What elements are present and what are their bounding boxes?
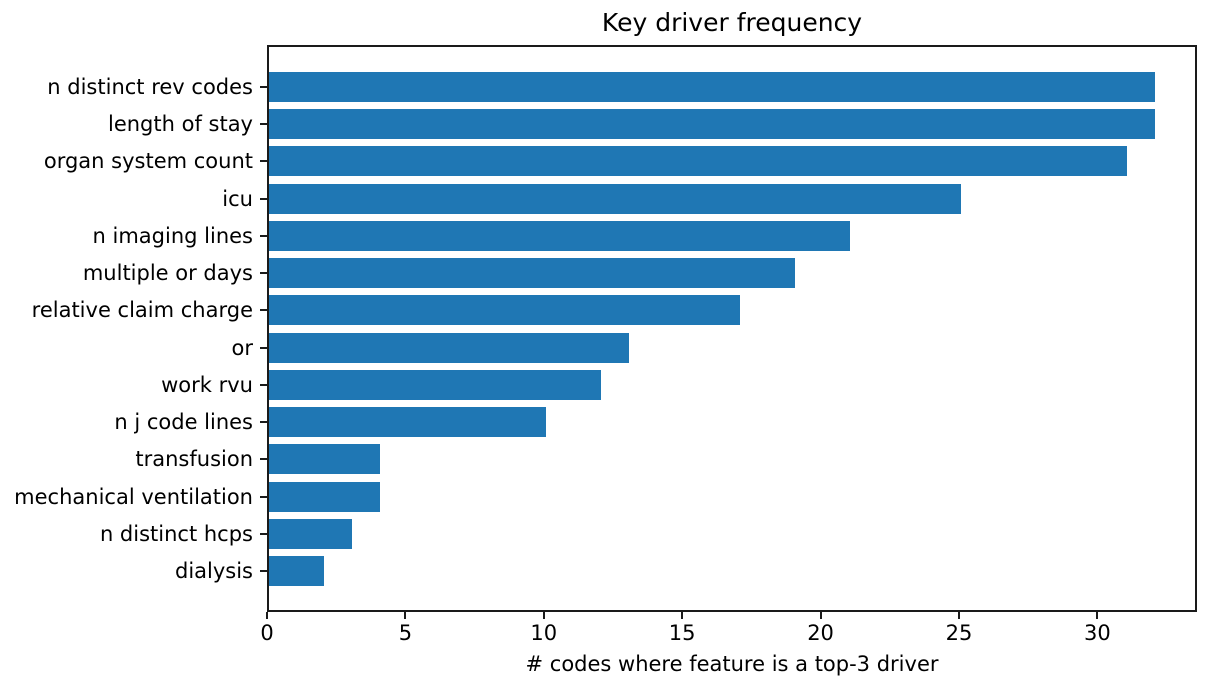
y-tick-mark xyxy=(260,197,267,200)
x-tick-mark xyxy=(404,612,407,619)
chart-title: Key driver frequency xyxy=(601,8,863,37)
y-tick-mark xyxy=(260,569,267,572)
bar xyxy=(269,407,546,438)
bar xyxy=(269,295,740,326)
x-tick-mark xyxy=(819,612,822,619)
y-category-label: organ system count xyxy=(43,149,253,174)
y-category-label: n j code lines xyxy=(114,410,253,435)
bar xyxy=(269,220,851,251)
bar xyxy=(269,518,353,549)
y-category-label: n distinct rev codes xyxy=(47,75,253,99)
x-axis-label: # codes where feature is a top-3 driver xyxy=(525,652,939,676)
y-category-label: work rvu xyxy=(161,372,253,397)
y-tick-mark xyxy=(260,272,267,275)
y-tick-mark xyxy=(260,532,267,535)
y-tick-mark xyxy=(260,123,267,126)
y-tick-mark xyxy=(260,495,267,498)
y-category-label: mechanical ventilation xyxy=(14,484,253,509)
y-category-label: relative claim charge xyxy=(31,298,253,323)
y-category-label: icu xyxy=(222,186,253,211)
y-category-label: dialysis xyxy=(174,558,253,583)
x-tick-label: 25 xyxy=(945,621,973,645)
y-tick-mark xyxy=(260,383,267,386)
bar xyxy=(269,369,602,400)
y-tick-mark xyxy=(260,160,267,163)
bar xyxy=(269,72,1155,102)
y-category-label: multiple or days xyxy=(82,261,253,286)
x-tick-label: 30 xyxy=(1083,621,1111,645)
x-tick-label: 10 xyxy=(530,621,558,645)
x-tick-mark xyxy=(957,612,960,619)
y-category-label: or xyxy=(231,335,253,360)
bar xyxy=(269,332,629,363)
y-tick-mark xyxy=(260,458,267,461)
y-tick-mark xyxy=(260,421,267,424)
y-category-label: transfusion xyxy=(135,447,253,472)
y-tick-mark xyxy=(260,86,267,88)
x-tick-mark xyxy=(542,612,545,619)
bar xyxy=(269,146,1128,177)
x-tick-label: 0 xyxy=(260,621,274,645)
x-tick-label: 5 xyxy=(398,621,413,645)
y-tick-mark xyxy=(260,346,267,349)
x-tick-mark xyxy=(681,612,684,619)
y-tick-mark xyxy=(260,309,267,312)
y-category-label: n distinct hcps xyxy=(99,521,253,546)
x-tick-mark xyxy=(266,612,268,619)
plot-area xyxy=(267,45,1197,612)
bar xyxy=(269,444,380,475)
bar xyxy=(269,555,325,586)
y-tick-mark xyxy=(260,234,267,237)
bar xyxy=(269,258,795,289)
bar xyxy=(269,183,961,214)
bar xyxy=(269,109,1155,140)
y-category-label: n imaging lines xyxy=(92,223,253,248)
x-tick-label: 20 xyxy=(807,621,834,645)
bar xyxy=(269,481,380,512)
x-tick-label: 15 xyxy=(668,621,696,645)
y-category-label: length of stay xyxy=(107,112,253,137)
x-tick-mark xyxy=(1096,612,1099,619)
